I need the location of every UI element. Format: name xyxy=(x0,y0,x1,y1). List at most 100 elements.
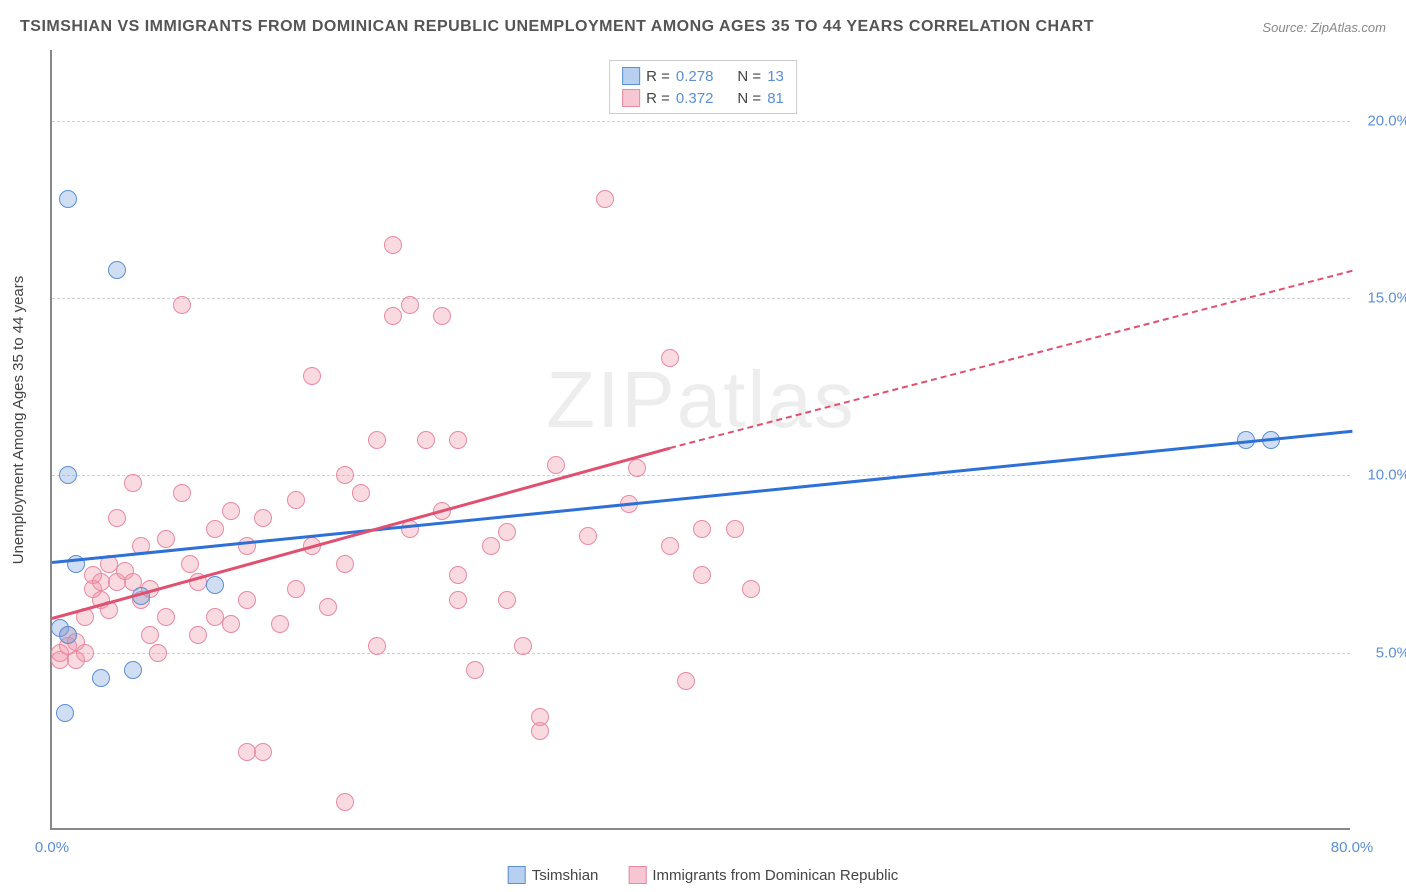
data-point xyxy=(352,484,370,502)
data-point xyxy=(59,626,77,644)
data-point xyxy=(368,431,386,449)
data-point xyxy=(124,474,142,492)
swatch-icon xyxy=(628,866,646,884)
chart-title: TSIMSHIAN VS IMMIGRANTS FROM DOMINICAN R… xyxy=(20,18,1094,36)
source-prefix: Source: xyxy=(1262,20,1307,35)
data-point xyxy=(482,537,500,555)
data-point xyxy=(498,523,516,541)
r-value: 0.372 xyxy=(676,90,714,107)
data-point xyxy=(579,527,597,545)
data-point xyxy=(254,743,272,761)
y-axis-title: Unemployment Among Ages 35 to 44 years xyxy=(10,276,27,565)
chart-container: TSIMSHIAN VS IMMIGRANTS FROM DOMINICAN R… xyxy=(0,0,1406,892)
swatch-icon xyxy=(622,89,640,107)
data-point xyxy=(108,261,126,279)
data-point xyxy=(189,626,207,644)
data-point xyxy=(173,296,191,314)
gridline-h xyxy=(52,653,1350,654)
data-point xyxy=(368,637,386,655)
data-point xyxy=(433,307,451,325)
data-point xyxy=(661,349,679,367)
legend-stats: R = 0.278 N = 13 R = 0.372 N = 81 xyxy=(609,60,797,114)
data-point xyxy=(596,190,614,208)
data-point xyxy=(336,555,354,573)
data-point xyxy=(449,591,467,609)
data-point xyxy=(531,708,549,726)
r-label: R = xyxy=(646,68,670,85)
data-point xyxy=(693,520,711,538)
data-point xyxy=(336,466,354,484)
data-point xyxy=(59,466,77,484)
trend-line-dashed xyxy=(669,270,1352,449)
data-point xyxy=(693,566,711,584)
gridline-h xyxy=(52,475,1350,476)
n-label: N = xyxy=(737,90,761,107)
trend-line xyxy=(52,447,670,620)
legend-item-tsimshian: Tsimshian xyxy=(508,866,599,884)
data-point xyxy=(181,555,199,573)
legend-stats-row: R = 0.278 N = 13 xyxy=(622,65,784,87)
data-point xyxy=(149,644,167,662)
data-point xyxy=(59,190,77,208)
data-point xyxy=(384,236,402,254)
data-point xyxy=(514,637,532,655)
data-point xyxy=(498,591,516,609)
data-point xyxy=(336,793,354,811)
data-point xyxy=(449,431,467,449)
data-point xyxy=(466,661,484,679)
data-point xyxy=(287,580,305,598)
plot-area: ZIPatlas 5.0%10.0%15.0%20.0%0.0%80.0% xyxy=(50,50,1350,830)
swatch-icon xyxy=(622,67,640,85)
n-value: 81 xyxy=(767,90,784,107)
data-point xyxy=(222,502,240,520)
data-point xyxy=(449,566,467,584)
legend-stats-row: R = 0.372 N = 81 xyxy=(622,87,784,109)
data-point xyxy=(287,491,305,509)
n-label: N = xyxy=(737,68,761,85)
y-tick-label: 15.0% xyxy=(1367,290,1406,307)
data-point xyxy=(254,509,272,527)
source-label: Source: ZipAtlas.com xyxy=(1262,20,1386,35)
data-point xyxy=(677,672,695,690)
data-point xyxy=(319,598,337,616)
trend-line xyxy=(52,429,1352,563)
data-point xyxy=(628,459,646,477)
data-point xyxy=(238,591,256,609)
data-point xyxy=(401,296,419,314)
y-tick-label: 10.0% xyxy=(1367,467,1406,484)
source-name: ZipAtlas.com xyxy=(1311,20,1386,35)
data-point xyxy=(417,431,435,449)
data-point xyxy=(76,644,94,662)
legend-item-dominican: Immigrants from Dominican Republic xyxy=(628,866,898,884)
legend-label: Immigrants from Dominican Republic xyxy=(652,867,898,884)
data-point xyxy=(56,704,74,722)
data-point xyxy=(271,615,289,633)
data-point xyxy=(661,537,679,555)
data-point xyxy=(157,530,175,548)
data-point xyxy=(108,509,126,527)
r-value: 0.278 xyxy=(676,68,714,85)
data-point xyxy=(742,580,760,598)
watermark: ZIPatlas xyxy=(546,354,855,446)
data-point xyxy=(303,367,321,385)
r-label: R = xyxy=(646,90,670,107)
legend-bottom: Tsimshian Immigrants from Dominican Repu… xyxy=(508,866,899,884)
data-point xyxy=(173,484,191,502)
legend-label: Tsimshian xyxy=(532,867,599,884)
data-point xyxy=(384,307,402,325)
data-point xyxy=(222,615,240,633)
gridline-h xyxy=(52,121,1350,122)
data-point xyxy=(92,669,110,687)
gridline-h xyxy=(52,298,1350,299)
data-point xyxy=(141,626,159,644)
data-point xyxy=(206,520,224,538)
x-tick-label: 0.0% xyxy=(35,839,69,856)
y-tick-label: 20.0% xyxy=(1367,112,1406,129)
x-tick-label: 80.0% xyxy=(1331,839,1374,856)
data-point xyxy=(157,608,175,626)
swatch-icon xyxy=(508,866,526,884)
n-value: 13 xyxy=(767,68,784,85)
data-point xyxy=(206,576,224,594)
data-point xyxy=(124,661,142,679)
y-tick-label: 5.0% xyxy=(1376,644,1406,661)
